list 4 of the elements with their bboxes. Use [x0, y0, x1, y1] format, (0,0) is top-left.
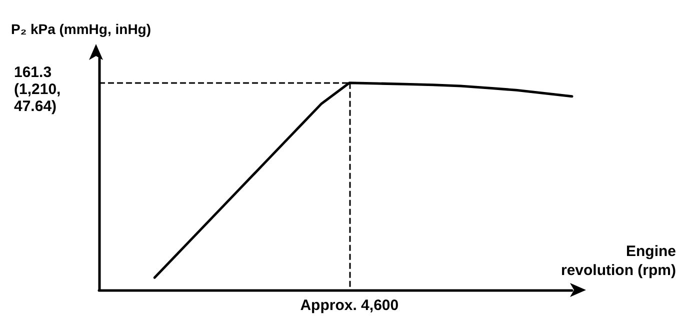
text: Approx. 4,600 [300, 297, 399, 314]
x-axis-title: Engine revolution (rpm) [561, 243, 676, 279]
y-axis-title: P₂ kPa (mmHg, inHg) [11, 21, 152, 37]
text: 161.3 (1,210, 47.64) [14, 64, 61, 115]
